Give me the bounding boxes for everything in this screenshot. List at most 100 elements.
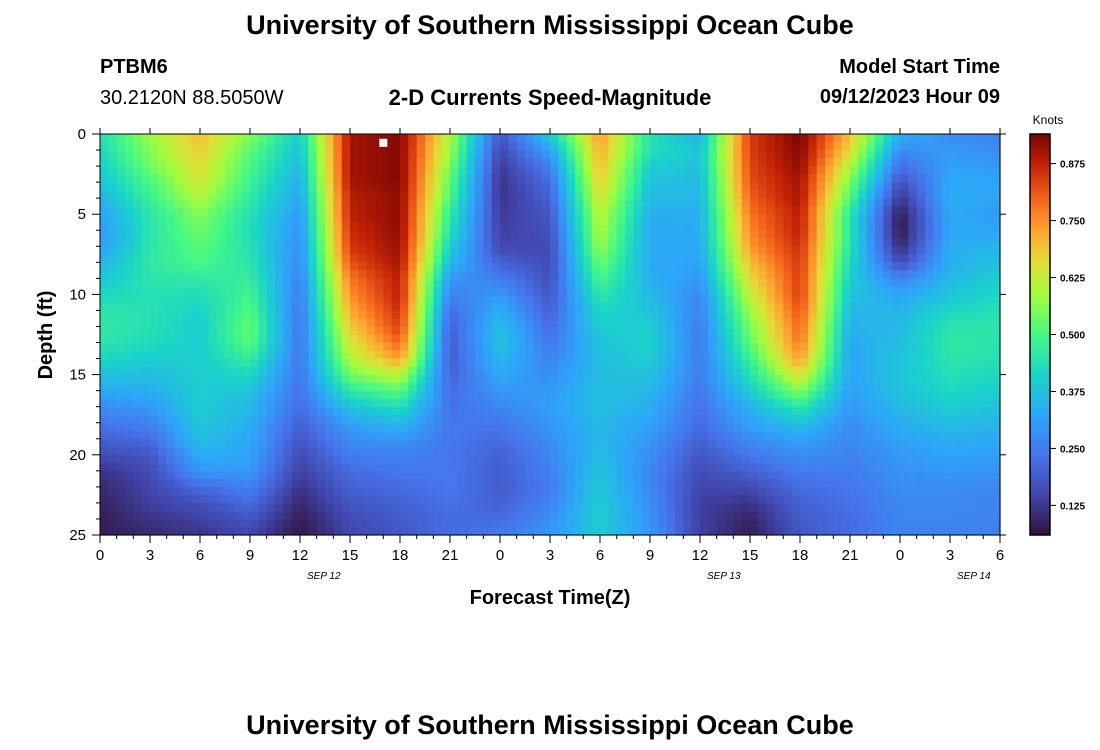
heatmap-cell [266,470,276,480]
heatmap-cell [333,374,343,384]
heatmap-cell [291,454,301,464]
heatmap-cell [850,422,859,432]
heatmap-cell [233,214,243,223]
heatmap-cell [100,478,109,488]
heatmap-cell [591,278,601,287]
heatmap-cell [825,262,834,271]
heatmap-cell [916,318,926,328]
heatmap-cell [700,182,709,191]
heatmap-cell [166,438,176,448]
heatmap-cell [133,318,143,328]
heatmap-cell [791,206,801,215]
heatmap-cell [808,398,818,408]
heatmap-cell [316,326,326,336]
heatmap-cell [691,382,701,392]
heatmap-cell [116,406,126,416]
heatmap-cell [675,366,684,376]
heatmap-cell [308,438,318,448]
heatmap-cell [875,446,884,456]
heatmap-cell [725,286,734,295]
heatmap-cell [225,326,234,336]
heatmap-cell [325,478,334,488]
heatmap-cell [141,206,151,215]
heatmap-cell [650,190,659,199]
heatmap-cell [450,382,459,392]
heatmap-cell [841,262,851,271]
heatmap-cell [866,174,876,183]
heatmap-cell [308,334,318,344]
heatmap-cell [125,166,134,175]
heatmap-cell [966,366,976,376]
heatmap-cell [708,398,718,408]
heatmap-cell [658,470,668,480]
heatmap-cell [191,214,201,223]
heatmap-cell [375,374,384,384]
heatmap-cell [666,358,676,368]
heatmap-cell [575,326,584,336]
heatmap-cell [616,382,626,392]
heatmap-cell [691,334,701,344]
heatmap-cell [925,254,934,263]
heatmap-cell [991,222,1001,231]
heatmap-cell [883,414,893,424]
heatmap-cell [500,294,509,304]
heatmap-cell [483,254,493,263]
heatmap-cell [200,502,209,512]
heatmap-cell [233,366,243,376]
heatmap-cell [491,286,501,295]
heatmap-cell [391,246,401,255]
heatmap-cell [391,174,401,183]
heatmap-cell [750,358,759,368]
heatmap-cell [441,286,451,295]
heatmap-cell [916,222,926,231]
heatmap-cell [408,414,418,424]
heatmap-cell [658,302,668,312]
heatmap-cell [358,294,368,304]
heatmap-cell [708,382,718,392]
heatmap-cell [850,238,859,247]
heatmap-cell [366,310,376,320]
heatmap-cell [658,374,668,384]
heatmap-cell [741,278,751,287]
heatmap-cell [466,158,476,167]
heatmap-cell [866,470,876,480]
heatmap-cell [283,350,293,360]
heatmap-cell [233,358,243,368]
heatmap-cell [608,374,618,384]
heatmap-cell [183,326,193,336]
heatmap-cell [841,286,851,295]
heatmap-cell [783,414,793,424]
heatmap-cell [883,278,893,287]
heatmap-cell [325,270,334,279]
heatmap-cell [566,286,576,295]
heatmap-cell [333,358,343,368]
heatmap-cell [833,438,843,448]
heatmap-cell [400,430,409,440]
heatmap-cell [150,326,159,336]
heatmap-cell [958,478,968,488]
heatmap-cell [583,398,593,408]
heatmap-cell [233,326,243,336]
heatmap-cell [550,222,559,231]
heatmap-cell [658,182,668,191]
heatmap-cell [558,374,568,384]
heatmap-cell [783,222,793,231]
heatmap-cell [333,318,343,328]
heatmap-cell [841,414,851,424]
heatmap-cell [158,398,168,408]
heatmap-cell [150,478,159,488]
heatmap-cell [466,278,476,287]
heatmap-cell [450,366,459,376]
heatmap-cell [475,198,484,207]
heatmap-cell [225,430,234,440]
heatmap-cell [125,398,134,408]
heatmap-cell [991,142,1001,151]
heatmap-cell [691,270,701,279]
heatmap-cell [500,302,509,312]
heatmap-cell [816,422,826,432]
heatmap-cell [600,166,609,175]
heatmap-cell [350,198,359,207]
heatmap-cell [900,278,909,287]
heatmap-cell [500,430,509,440]
heatmap-cell [933,214,943,223]
